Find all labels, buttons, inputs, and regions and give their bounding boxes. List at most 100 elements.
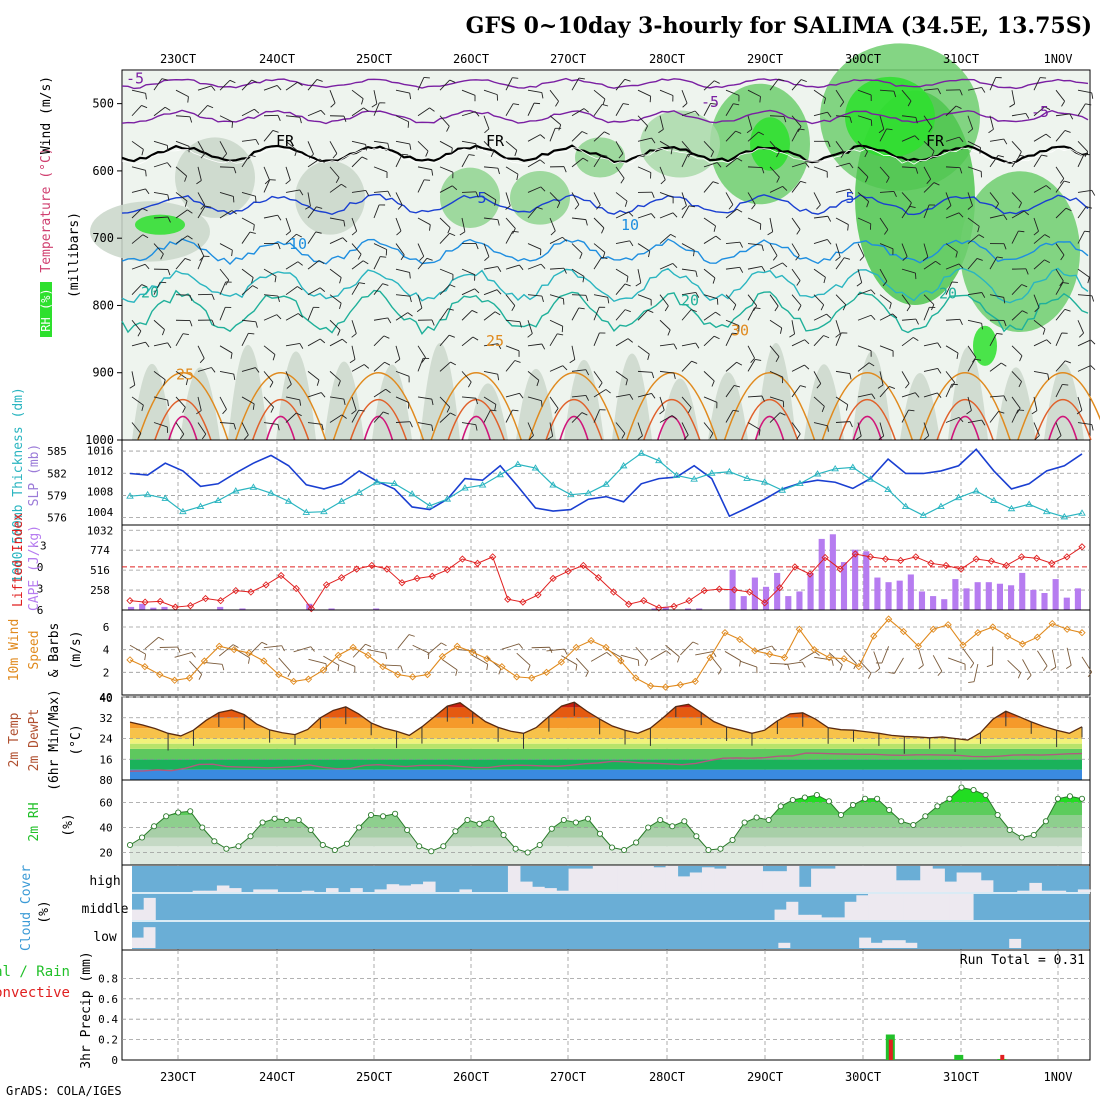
wind-barb [263,371,274,383]
data-point [777,803,784,810]
wind-barb [218,644,234,657]
wind-barb-flag [867,672,872,679]
wind-barb [417,358,424,372]
wind-barb-flag [252,403,255,410]
wind-barb [263,314,278,321]
wind-barb [703,371,715,382]
wind-barb [681,396,692,408]
wind-barb [483,311,496,321]
wind-barb-flag [673,372,676,380]
data-point [934,803,941,810]
wind-barb [351,320,357,334]
wind-barb-flag [383,411,390,415]
contour-label: FR [486,132,505,150]
wind-barb [1033,259,1045,270]
wind-barb-flag [319,287,326,292]
wind-barb [505,345,520,352]
cloud-cover-bar [932,868,945,892]
data-point [488,815,495,822]
wind-barb [681,141,692,153]
cloud-cover-bar [778,942,791,948]
wind-barb [439,115,450,127]
wind-barb [615,309,626,321]
wind-barb-flag [800,79,807,83]
wind-barb [219,307,226,321]
wind-barb [1055,360,1066,372]
cloud-cover-bar [592,866,606,892]
wind-barb [769,262,783,270]
wind-barb [197,396,202,411]
wind-barb [197,367,212,372]
data-point [211,838,218,845]
wind-barb [1011,345,1023,356]
wind-barb-flag [547,435,553,440]
wind-barb-flag [540,263,546,269]
wind-barb [219,210,233,219]
wind-barb [395,421,411,423]
rh-shade [973,325,997,366]
wind-barb-flag [1044,106,1051,111]
wind-barb-flag [431,319,435,326]
wind-barb [1077,365,1091,372]
wind-barb-flag [1065,207,1072,212]
data-point [478,481,487,488]
cape-bar [941,599,948,610]
wind-barb [945,345,959,354]
data-point [452,828,459,835]
wind-barb [483,89,498,96]
wind-barb [857,89,872,96]
wind-barb [923,307,930,321]
wind-barb-flag [585,395,590,401]
data-point [355,824,363,831]
axis-label: Temperature (°C) [39,147,54,272]
wind-barb-flag [621,433,626,439]
wind-barb [593,332,600,346]
wind-barb-flag [651,137,656,144]
wind-barb [615,79,626,91]
wind-barb [307,422,322,425]
wind-barb [923,342,938,347]
wind-barb-flag [563,166,567,173]
wind-barb [571,217,586,221]
wind-barb [923,367,938,372]
wind-barb [945,281,953,295]
data-point [987,557,995,565]
wind-barb [505,103,514,116]
wind-barb-flag [847,224,849,231]
wind-barb-flag [205,205,212,208]
data-point [156,670,164,679]
wind-barb [549,267,564,270]
wind-barb-flag [959,89,963,96]
cloud-cover-bar [832,917,846,920]
wind-barb-flag [447,308,454,311]
wind-barb-flag [497,266,502,272]
data-point [232,586,240,595]
wind-barb [197,205,206,219]
wind-barb [457,649,476,652]
wind-barb [747,166,763,168]
cloud-cover-bar [1009,938,1022,948]
wind-barb [879,294,892,304]
wind-barb-flag [681,205,687,210]
wind-barb-flag [1059,280,1064,287]
wind-barb-flag [459,231,466,236]
data-point [760,478,769,485]
wind-barb-flag [728,204,734,210]
y-tick-label: 516 [90,564,110,577]
wind-barb [747,422,761,430]
data-point [655,604,663,612]
wind-barb-flag [1043,665,1048,671]
cape-bar [217,606,224,610]
wind-barb-flag [351,230,357,236]
data-point [500,831,507,839]
wind-barb [791,339,805,347]
x-tick-label: 26OCT [453,1070,489,1084]
wind-barb [308,658,327,665]
wind-barb [395,345,401,360]
data-point [707,469,716,476]
y-tick-label: 579 [47,489,67,502]
wind-barb-flag [1017,672,1022,679]
wind-barb-flag [585,369,590,376]
wind-barb [1011,409,1019,423]
wind-barb-flag [996,256,1003,259]
